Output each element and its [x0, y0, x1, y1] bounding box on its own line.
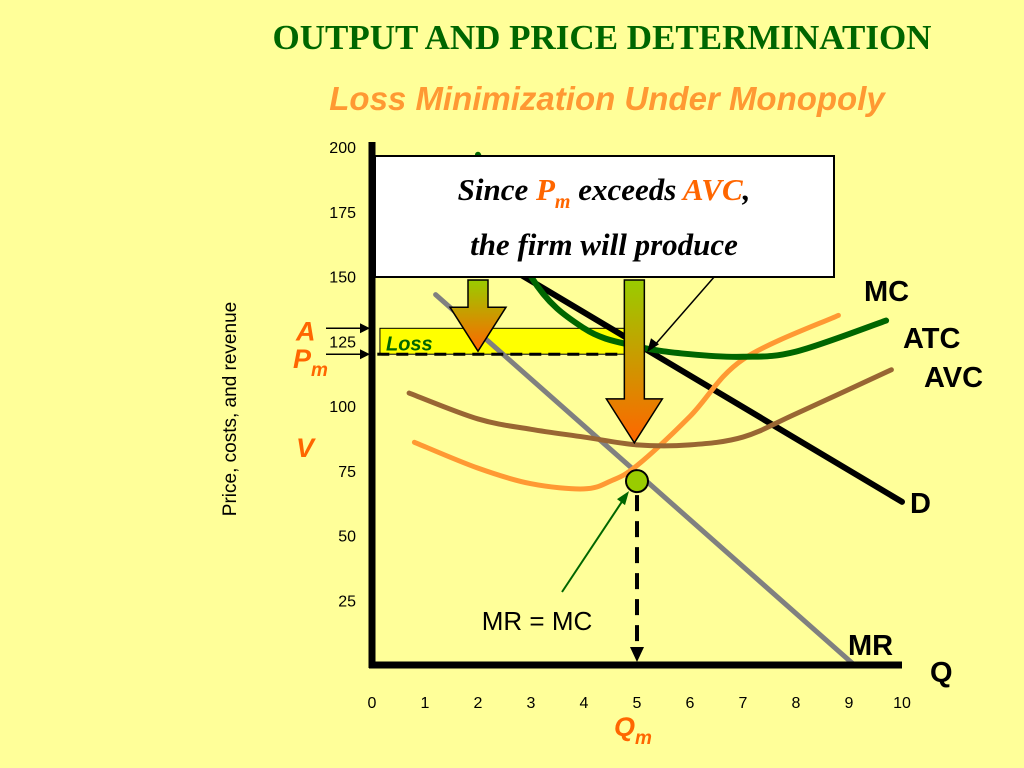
slide-subtitle: Loss Minimization Under Monopoly — [329, 80, 885, 117]
x-tick-label: 4 — [580, 695, 589, 712]
x-axis-label: Q — [930, 657, 953, 689]
loss-label: Loss — [386, 333, 433, 355]
y-tick-label: 150 — [329, 270, 356, 287]
level-label-a: A — [295, 316, 316, 346]
y-axis-label: Price, costs, and revenue — [220, 302, 241, 516]
curve-avc — [406, 367, 894, 449]
callout-pointer-line — [651, 275, 716, 349]
callout-box — [374, 155, 835, 278]
callout-p-sub: m — [555, 191, 571, 213]
arrow-to-price — [448, 279, 508, 353]
equilibrium-pointer-line — [561, 496, 626, 593]
x-tick-label: 2 — [474, 695, 483, 712]
callout-pointer-head — [647, 338, 659, 353]
x-tick-label: 10 — [893, 695, 911, 712]
curve-label-d: D — [910, 488, 931, 520]
y-tick-label: 25 — [338, 593, 356, 610]
quantity-label-m: m — [635, 728, 652, 749]
curve-label-atc: ATC — [903, 323, 961, 355]
callout-exceeds: exceeds — [570, 172, 682, 207]
callout-since: Since — [458, 172, 536, 207]
y-tick-label: 100 — [329, 399, 356, 416]
equilibrium-label: MR = MC — [482, 606, 593, 636]
level-label-pm: Pm — [293, 344, 328, 381]
quantity-label: Qm — [614, 712, 652, 749]
x-tick-label: 1 — [421, 695, 430, 712]
equilibrium-point — [625, 469, 649, 494]
equilibrium-pointer-head — [617, 491, 629, 506]
level-pointer-head — [360, 349, 370, 360]
callout-avc: AVC — [681, 172, 743, 207]
arrow-to-avc-min — [604, 279, 664, 445]
x-tick-label: 3 — [527, 695, 536, 712]
callout-p: P — [535, 172, 556, 207]
x-tick-label: 0 — [368, 695, 377, 712]
curve-label-mr: MR — [848, 630, 893, 662]
x-tick-label: 5 — [633, 695, 642, 712]
x-tick-label: 8 — [792, 695, 801, 712]
y-tick-label: 200 — [329, 140, 356, 157]
level-pointer-head — [360, 323, 370, 334]
x-tick-label: 7 — [739, 695, 748, 712]
x-tick-label: 9 — [845, 695, 854, 712]
curve-mc — [411, 312, 841, 492]
level-label-v: V — [296, 433, 316, 463]
x-tick-label: 6 — [686, 695, 695, 712]
curve-label-mc: MC — [864, 276, 909, 308]
callout-line-2: the firm will produce — [470, 227, 738, 262]
y-tick-label: 175 — [329, 205, 356, 222]
y-tick-label: 75 — [338, 464, 356, 481]
slide-title: OUTPUT AND PRICE DETERMINATION — [272, 18, 932, 57]
callout-comma: , — [742, 172, 751, 207]
curve-label-avc: AVC — [924, 362, 983, 394]
y-tick-label: 50 — [338, 529, 356, 546]
level-label-p: P — [293, 344, 312, 374]
quantity-guide-arrowhead — [630, 647, 644, 662]
callout-line-1: Since Pm exceeds AVC, — [458, 172, 751, 213]
y-tick-label: 125 — [329, 334, 356, 351]
quantity-label-q: Q — [614, 712, 635, 742]
level-label-m: m — [311, 360, 328, 381]
